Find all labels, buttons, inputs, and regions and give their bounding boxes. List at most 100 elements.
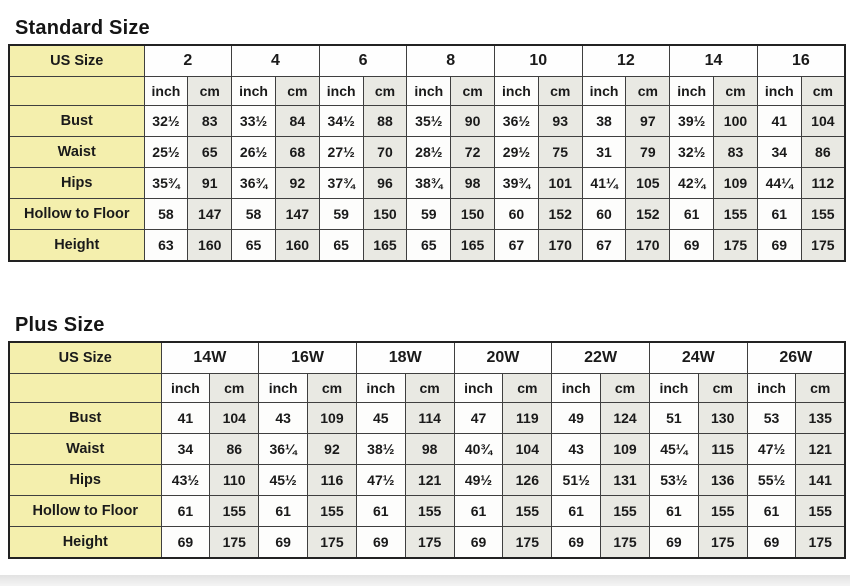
- measurement-value-cell: 104: [502, 433, 553, 465]
- measurement-value-cell: 75: [537, 136, 583, 168]
- unit-header: inch: [581, 76, 627, 106]
- unit-header: cm: [274, 76, 320, 106]
- measurement-value-cell: 170: [625, 229, 671, 262]
- unit-header: inch: [746, 373, 797, 403]
- measurement-value-cell: 175: [697, 526, 748, 559]
- measurement-value-cell: 91: [187, 167, 233, 199]
- size-column-header: 14W: [160, 341, 260, 374]
- measurement-value-cell: 97: [625, 105, 671, 137]
- measurement-value-cell: 67: [494, 229, 539, 262]
- measurement-value-cell: 61: [453, 495, 504, 527]
- measurement-value-cell: 88: [362, 105, 408, 137]
- unit-header: inch: [669, 76, 715, 106]
- measurement-value-cell: 175: [209, 526, 260, 559]
- size-column-header: 16W: [258, 341, 357, 374]
- measurement-value-cell: 39½: [669, 105, 715, 137]
- measurement-value-cell: 147: [187, 198, 233, 230]
- measurement-value-cell: 175: [600, 526, 650, 559]
- measurement-value-cell: 47½: [355, 464, 406, 496]
- measurement-value-cell: 69: [160, 526, 211, 559]
- measurement-value-cell: 35¾: [143, 167, 189, 199]
- measurement-value-cell: 165: [362, 229, 408, 262]
- size-column-header: 4: [231, 44, 320, 77]
- measurement-value-cell: 61: [551, 495, 602, 527]
- measurement-value-cell: 92: [307, 433, 357, 465]
- measurement-value-cell: 152: [537, 198, 583, 230]
- measurement-value-cell: 43: [258, 402, 309, 434]
- size-column-header: 6: [318, 44, 408, 77]
- measurement-value-cell: 69: [756, 229, 802, 262]
- measurement-value-cell: 51½: [551, 464, 602, 496]
- measurement-value-cell: 60: [581, 198, 627, 230]
- measurement-value-cell: 104: [800, 105, 846, 137]
- corner-empty-cell: [8, 76, 145, 106]
- measurement-value-cell: 69: [669, 229, 715, 262]
- measurement-value-cell: 44¼: [756, 167, 802, 199]
- measurement-value-cell: 155: [209, 495, 260, 527]
- measurement-value-cell: 59: [318, 198, 364, 230]
- measurement-value-cell: 121: [404, 464, 455, 496]
- measurement-value-cell: 65: [406, 229, 452, 262]
- standard-size-title: Standard Size: [15, 17, 150, 39]
- measurement-value-cell: 69: [648, 526, 699, 559]
- measurement-value-cell: 61: [746, 495, 797, 527]
- measurement-value-cell: 109: [307, 402, 357, 434]
- corner-empty-cell: [8, 373, 162, 403]
- measurement-row-label: Hips: [8, 167, 145, 199]
- size-column-header: 26W: [746, 341, 846, 374]
- measurement-value-cell: 38¾: [406, 167, 452, 199]
- measurement-value-cell: 93: [537, 105, 583, 137]
- unit-header: cm: [362, 76, 408, 106]
- measurement-value-cell: 86: [800, 136, 846, 168]
- measurement-value-cell: 28½: [406, 136, 452, 168]
- measurement-value-cell: 39¾: [494, 167, 539, 199]
- measurement-value-cell: 53½: [648, 464, 699, 496]
- unit-header: inch: [258, 373, 309, 403]
- measurement-value-cell: 40¾: [453, 433, 504, 465]
- unit-header: inch: [355, 373, 406, 403]
- measurement-value-cell: 121: [795, 433, 846, 465]
- size-column-header: 10: [494, 44, 583, 77]
- measurement-value-cell: 37¾: [318, 167, 364, 199]
- measurement-value-cell: 43½: [160, 464, 211, 496]
- unit-header: cm: [795, 373, 846, 403]
- measurement-value-cell: 79: [625, 136, 671, 168]
- measurement-value-cell: 124: [600, 402, 650, 434]
- plus-size-table: US Size 14W 16W 18W 20W 22W 24W 26W inch cm inch cm…: [8, 341, 846, 559]
- measurement-value-cell: 43: [551, 433, 602, 465]
- size-column-header: 18W: [355, 341, 455, 374]
- unit-header: inch: [756, 76, 802, 106]
- measurement-value-cell: 116: [307, 464, 357, 496]
- measurement-value-cell: 104: [209, 402, 260, 434]
- measurement-value-cell: 175: [713, 229, 758, 262]
- measurement-value-cell: 83: [187, 105, 233, 137]
- measurement-value-cell: 38: [581, 105, 627, 137]
- measurement-value-cell: 61: [756, 198, 802, 230]
- measurement-value-cell: 36½: [494, 105, 539, 137]
- measurement-value-cell: 31: [581, 136, 627, 168]
- measurement-value-cell: 34: [756, 136, 802, 168]
- measurement-value-cell: 175: [795, 526, 846, 559]
- measurement-value-cell: 175: [800, 229, 846, 262]
- measurement-value-cell: 34: [160, 433, 211, 465]
- measurement-value-cell: 150: [450, 198, 495, 230]
- measurement-value-cell: 86: [209, 433, 260, 465]
- measurement-value-cell: 36¾: [231, 167, 276, 199]
- measurement-row-label: Bust: [8, 105, 145, 137]
- unit-header: cm: [625, 76, 671, 106]
- unit-header: cm: [502, 373, 553, 403]
- measurement-value-cell: 126: [502, 464, 553, 496]
- unit-header: inch: [648, 373, 699, 403]
- measurement-value-cell: 65: [231, 229, 276, 262]
- unit-header: inch: [143, 76, 189, 106]
- measurement-value-cell: 42¾: [669, 167, 715, 199]
- measurement-value-cell: 155: [404, 495, 455, 527]
- measurement-value-cell: 90: [450, 105, 495, 137]
- unit-header: inch: [231, 76, 276, 106]
- measurement-value-cell: 135: [795, 402, 846, 434]
- size-column-header: 22W: [551, 341, 650, 374]
- measurement-row-label: Hips: [8, 464, 162, 496]
- measurement-value-cell: 25½: [143, 136, 189, 168]
- measurement-row-label: Bust: [8, 402, 162, 434]
- bottom-gradient-strip: [0, 575, 850, 586]
